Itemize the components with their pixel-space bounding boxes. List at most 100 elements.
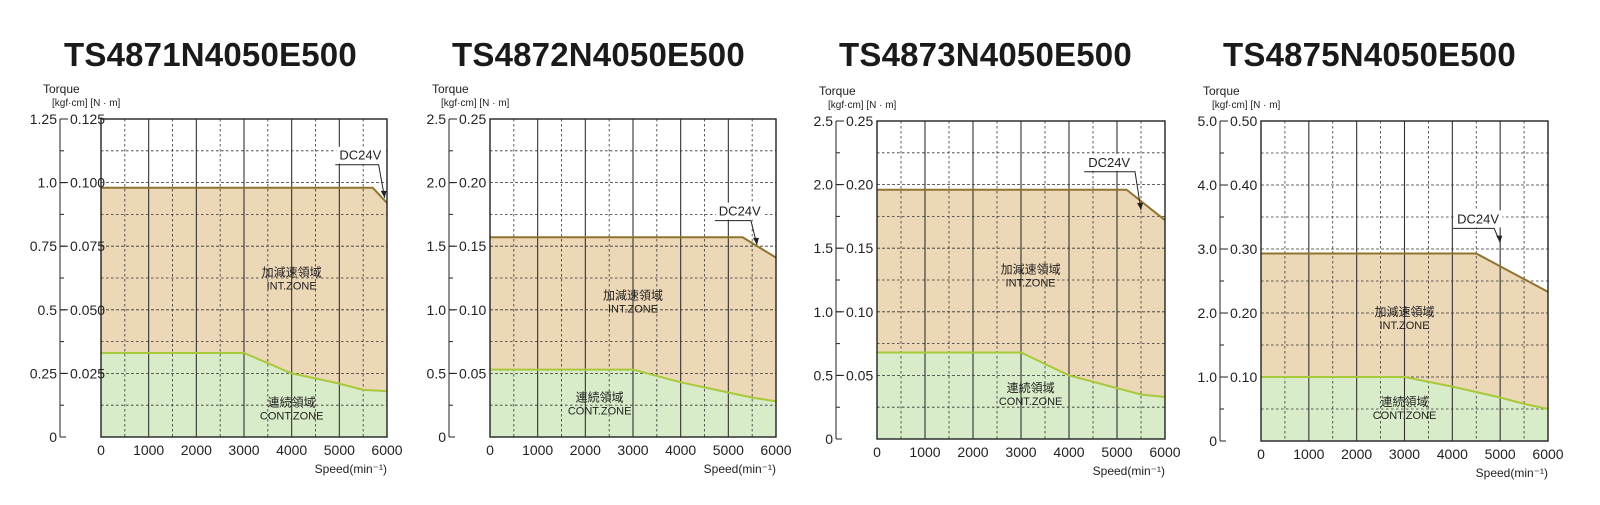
y-tick-label-kgfcm: 2.0: [1198, 305, 1218, 321]
x-tick-label: 6000: [371, 442, 402, 458]
int-zone-label-en: INT.ZONE: [1379, 320, 1429, 332]
x-tick-label: 5000: [713, 442, 744, 458]
y-tick-label-kgfcm: 2.0: [814, 177, 834, 193]
chart-title-1: TS4871N4050E500: [64, 36, 357, 73]
x-tick-label: 5000: [1485, 446, 1516, 462]
x-tick-label: 6000: [1149, 444, 1180, 460]
plot-frame: [876, 120, 1166, 440]
x-tick-label: 0: [1257, 446, 1265, 462]
cont-zone-label-en: CONT.ZONE: [260, 410, 324, 422]
annotation-leader: [1084, 171, 1142, 211]
y-tick-label-nm: 0.20: [846, 177, 873, 193]
y-tick-label-kgfcm: 1.25: [30, 111, 57, 127]
x-tick-label: 6000: [760, 442, 791, 458]
cont-zone-curve: [101, 352, 388, 393]
cont-zone-label-jp: 連続領域: [576, 389, 624, 404]
x-tick-label: 4000: [276, 442, 307, 458]
x-axis-title: Speed(min⁻¹): [1093, 464, 1165, 478]
x-tick-label: 3000: [1389, 446, 1420, 462]
y-tick-label-kgfcm: 1.0: [814, 304, 834, 320]
y-tick-label-nm: 0.10: [1230, 369, 1257, 385]
annotation-leader: [714, 220, 758, 246]
y-axis-units: [kgf·cm] [N · m]: [441, 98, 510, 109]
annotation-arrowhead: [1137, 203, 1143, 211]
cont-zone-curve: [877, 351, 1166, 398]
int-zone-label-jp: 加減速領域: [603, 288, 663, 303]
x-tick-label: 6000: [1532, 446, 1563, 462]
cont-zone-label-en: CONT.ZONE: [999, 396, 1063, 408]
x-tick-label: 3000: [228, 442, 259, 458]
y-tick-label-kgfcm: 1.0: [1198, 369, 1218, 385]
y-axis-title: Torque: [43, 82, 80, 96]
x-tick-label: 1000: [909, 444, 940, 460]
y-tick-label-kgfcm: 4.0: [1198, 177, 1218, 193]
y-tick-label-nm: 0.10: [459, 302, 486, 318]
int-zone-curve: [1261, 252, 1549, 293]
annotation-leader: [335, 164, 386, 198]
cont-zone-curve: [490, 368, 777, 403]
y-tick-label-nm: 0.100: [70, 175, 105, 191]
x-tick-label: 2000: [570, 442, 601, 458]
annotation-arrowhead: [1496, 235, 1503, 243]
y-tick-label-kgfcm: 3.0: [1198, 241, 1218, 257]
chart-panel-1: 1.25 0.125 1.0 0.100 0.75 0.075 0.5 0.050 0.25 0.…: [30, 82, 403, 476]
cont-zone-curve: [1261, 376, 1549, 410]
annotation-arrowhead: [380, 190, 387, 198]
x-tick-label: 0: [97, 442, 105, 458]
int-zone-label-en: INT.ZONE: [267, 281, 317, 293]
y-tick-label-nm: 0.05: [459, 365, 486, 381]
x-tick-label: 1000: [522, 442, 553, 458]
y-axis-units: [kgf·cm] [N · m]: [52, 98, 121, 109]
y-tick-label-nm: 0.25: [846, 113, 873, 129]
plot-frame: [1260, 120, 1549, 442]
plot-frame: [489, 118, 777, 438]
chart-panel-4: 5.0 0.50 4.0 0.40 3.0 0.30 2.0 0.20 1.0 0.10 0 Torq…: [1198, 84, 1564, 480]
y-tick-label-kgfcm: 1.0: [38, 175, 58, 191]
int-zone-label-jp: 加減速領域: [1001, 262, 1061, 277]
chart-title-2: TS4872N4050E500: [452, 36, 745, 73]
y-tick-label-nm: 0.05: [846, 367, 873, 383]
y-axis-units: [kgf·cm] [N · m]: [828, 100, 897, 111]
annotation-bg: [715, 202, 764, 220]
annotation-arrowhead: [752, 237, 759, 245]
int-zone-curve: [877, 188, 1166, 221]
y-tick-label-nm: 0.25: [459, 111, 486, 127]
chart-panel-3: 2.5 0.25 2.0 0.20 1.5 0.15 1.0 0.10 0.5 0.05 0 Torq…: [814, 84, 1181, 478]
annotation-dc24v: DC24V: [719, 204, 761, 219]
annotation-dc24v: DC24V: [1457, 211, 1499, 226]
x-tick-label: 4000: [1053, 444, 1084, 460]
cont-zone-label-jp: 連続領域: [268, 394, 316, 409]
chart-panel-2: 2.5 0.25 2.0 0.20 1.5 0.15 1.0 0.10 0.5 0.05 0 Torq…: [427, 82, 792, 476]
x-tick-label: 1000: [1293, 446, 1324, 462]
int-zone-curve: [490, 236, 777, 259]
x-tick-label: 2000: [957, 444, 988, 460]
y-axis-units: [kgf·cm] [N · m]: [1212, 100, 1281, 111]
y-tick-label-nm: 0.20: [1230, 305, 1257, 321]
plot-frame: [100, 118, 388, 438]
annotation-bg: [1454, 210, 1503, 228]
cont-zone-label-en: CONT.ZONE: [1373, 410, 1437, 422]
y-tick-label-nm: 0.15: [846, 240, 873, 256]
y-tick-label-nm: 0.30: [1230, 241, 1257, 257]
y-tick-label-kgfcm: 2.5: [814, 113, 834, 129]
y-tick-label-nm: 0.50: [1230, 113, 1257, 129]
x-axis-title: Speed(min⁻¹): [315, 462, 387, 476]
chart-title-4: TS4875N4050E500: [1223, 36, 1516, 73]
x-tick-label: 4000: [1437, 446, 1468, 462]
y-tick-label-kgfcm: 0: [825, 431, 833, 447]
y-tick-label-kgfcm: 0.75: [30, 238, 57, 254]
y-tick-label-kgfcm: 0: [438, 429, 446, 445]
y-tick-label-kgfcm: 0.5: [814, 367, 834, 383]
y-tick-label-kgfcm: 1.5: [814, 240, 834, 256]
x-axis-title: Speed(min⁻¹): [1476, 466, 1548, 480]
y-tick-label-nm: 0.050: [70, 302, 105, 318]
x-tick-label: 2000: [181, 442, 212, 458]
y-tick-label-kgfcm: 2.0: [427, 175, 447, 191]
y-tick-label-kgfcm: 0.25: [30, 365, 57, 381]
y-axis-title: Torque: [1203, 84, 1240, 98]
annotation-bg: [336, 146, 385, 164]
y-tick-label-nm: 0.10: [846, 304, 873, 320]
x-tick-label: 0: [873, 444, 881, 460]
